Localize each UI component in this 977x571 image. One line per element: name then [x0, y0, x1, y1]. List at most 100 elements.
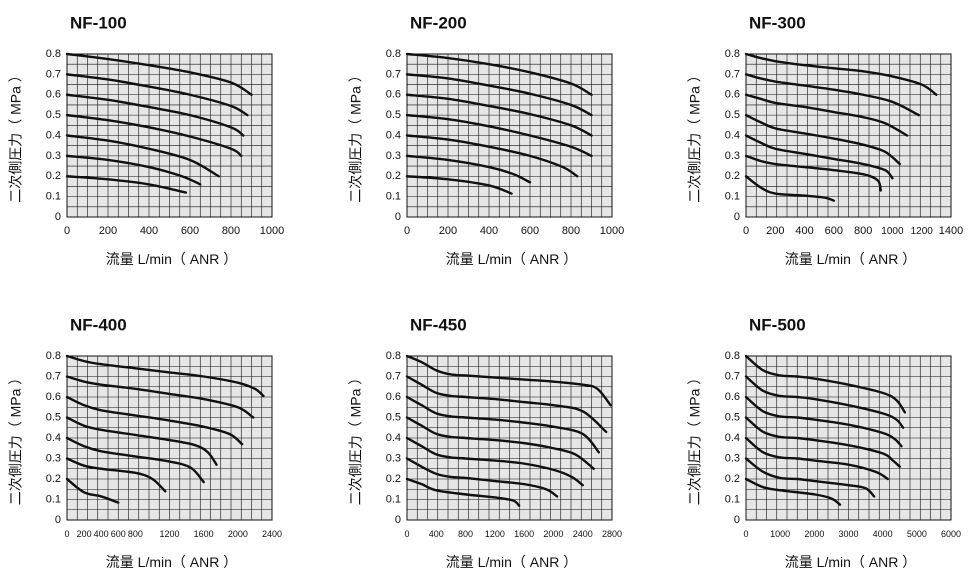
- chart-title: NF-500: [749, 315, 806, 334]
- y-tick-label: 0.4: [46, 129, 61, 141]
- x-tick-label: 600: [111, 529, 126, 539]
- y-tick-label: 0.3: [725, 150, 740, 162]
- x-tick-label: 800: [222, 225, 240, 237]
- x-tick-label: 2000: [804, 529, 824, 539]
- y-tick-label: 0.6: [46, 391, 61, 403]
- series-line-5: [65, 436, 205, 484]
- x-axis-label: 流量 L/min（ ANR ）: [446, 251, 577, 267]
- y-tick-label: 0.3: [386, 150, 401, 162]
- series-line-2: [65, 375, 255, 419]
- series-line-1: [405, 354, 612, 407]
- x-axis-label: 流量 L/min（ ANR ）: [106, 251, 237, 267]
- y-tick-label: 0: [734, 514, 740, 526]
- x-tick-label: 1000: [600, 225, 624, 237]
- series-line-2: [405, 375, 608, 434]
- x-tick-label: 800: [128, 529, 143, 539]
- x-tick-label: 1400: [939, 225, 963, 237]
- chart-4: NF-400 0 0.1 0.2 0.3 0.4 0.5 0.6 0.7 0.8 0 200 400 60…: [8, 315, 282, 570]
- x-tick-label: 200: [77, 529, 92, 539]
- y-tick-label: 0.1: [46, 493, 61, 505]
- x-tick-label: 200: [439, 225, 457, 237]
- y-tick-label: 0.4: [386, 432, 401, 444]
- y-tick-label: 0.4: [46, 432, 61, 444]
- y-tick-label: 0.1: [725, 191, 740, 203]
- y-tick-label: 0.4: [725, 129, 740, 141]
- y-tick-label: 0.7: [46, 68, 61, 80]
- x-tick-label: 4000: [873, 529, 893, 539]
- y-tick-label: 0.2: [46, 473, 61, 485]
- series-line-3: [744, 93, 909, 137]
- series-line-2: [65, 73, 249, 117]
- y-tick-label: 0.2: [46, 170, 61, 182]
- chart-title: NF-300: [749, 13, 806, 32]
- x-tick-label: 0: [404, 529, 409, 539]
- y-tick-label: 0.5: [46, 109, 61, 121]
- y-tick-label: 0.6: [386, 391, 401, 403]
- x-tick-label: 2400: [262, 529, 282, 539]
- series-line-1: [744, 354, 907, 414]
- series-line-6: [65, 457, 167, 493]
- series-line-6: [744, 457, 876, 498]
- y-tick-label: 0.5: [725, 109, 740, 121]
- y-tick-label: 0.8: [725, 48, 740, 60]
- y-tick-label: 0: [55, 514, 61, 526]
- series-line-3: [405, 93, 593, 137]
- series-line-7: [405, 175, 513, 195]
- y-tick-label: 0.1: [386, 493, 401, 505]
- y-tick-label: 0.6: [725, 89, 740, 101]
- x-tick-label: 800: [458, 529, 473, 539]
- y-axis-label: 二次側圧力（ MPa ）: [687, 68, 703, 203]
- series-line-7: [744, 175, 836, 202]
- series-line-5: [405, 436, 584, 487]
- series-line-2: [405, 73, 593, 117]
- x-tick-label: 3000: [838, 529, 858, 539]
- y-tick-label: 0.4: [725, 432, 740, 444]
- x-tick-label: 2000: [543, 529, 563, 539]
- x-tick-label: 5000: [907, 529, 927, 539]
- y-tick-label: 0.8: [46, 350, 61, 362]
- y-tick-label: 0.6: [725, 391, 740, 403]
- y-axis-label: 二次側圧力（ MPa ）: [687, 371, 703, 506]
- x-tick-label: 1600: [194, 529, 214, 539]
- y-tick-label: 0: [395, 514, 401, 526]
- series-line-1: [65, 52, 253, 96]
- x-axis-label: 流量 L/min（ ANR ）: [446, 554, 577, 570]
- x-tick-label: 1000: [770, 529, 790, 539]
- y-tick-label: 0.5: [386, 411, 401, 423]
- chart-6: NF-500 0 0.1 0.2 0.3 0.4 0.5 0.6 0.7 0.8 0 1000 2000…: [687, 315, 961, 570]
- y-tick-label: 0.4: [386, 129, 401, 141]
- series-line-4: [405, 416, 595, 470]
- y-tick-label: 0.3: [725, 452, 740, 464]
- x-tick-label: 400: [94, 529, 109, 539]
- series-line-3: [405, 395, 601, 454]
- series-line-4: [405, 113, 593, 158]
- x-tick-label: 1000: [260, 225, 284, 237]
- y-tick-label: 0.3: [386, 452, 401, 464]
- series-line-1: [744, 52, 938, 96]
- y-tick-label: 0.1: [386, 191, 401, 203]
- chart-title: NF-400: [70, 315, 127, 334]
- y-tick-label: 0.5: [46, 411, 61, 423]
- x-tick-label: 0: [404, 225, 410, 237]
- x-tick-label: 400: [480, 225, 498, 237]
- series-line-7: [65, 175, 188, 194]
- y-tick-label: 0.5: [725, 411, 740, 423]
- y-tick-label: 0.7: [386, 370, 401, 382]
- series-line-6: [405, 154, 532, 184]
- series-line-1: [65, 354, 265, 398]
- y-tick-label: 0.3: [46, 452, 61, 464]
- y-tick-label: 0.5: [386, 109, 401, 121]
- y-tick-label: 0.8: [386, 350, 401, 362]
- chart-title: NF-200: [410, 13, 467, 32]
- x-tick-label: 200: [766, 225, 784, 237]
- y-tick-label: 0.3: [46, 150, 61, 162]
- x-tick-label: 1600: [514, 529, 534, 539]
- y-tick-label: 0: [734, 211, 740, 223]
- x-tick-label: 0: [64, 529, 69, 539]
- chart-5: NF-450 0 0.1 0.2 0.3 0.4 0.5 0.6 0.7 0.8 0 400 800 12…: [348, 315, 622, 570]
- x-axis-label: 流量 L/min（ ANR ）: [785, 554, 916, 570]
- x-tick-label: 2800: [602, 529, 622, 539]
- series-line-5: [405, 134, 579, 178]
- series-line-7: [65, 477, 120, 504]
